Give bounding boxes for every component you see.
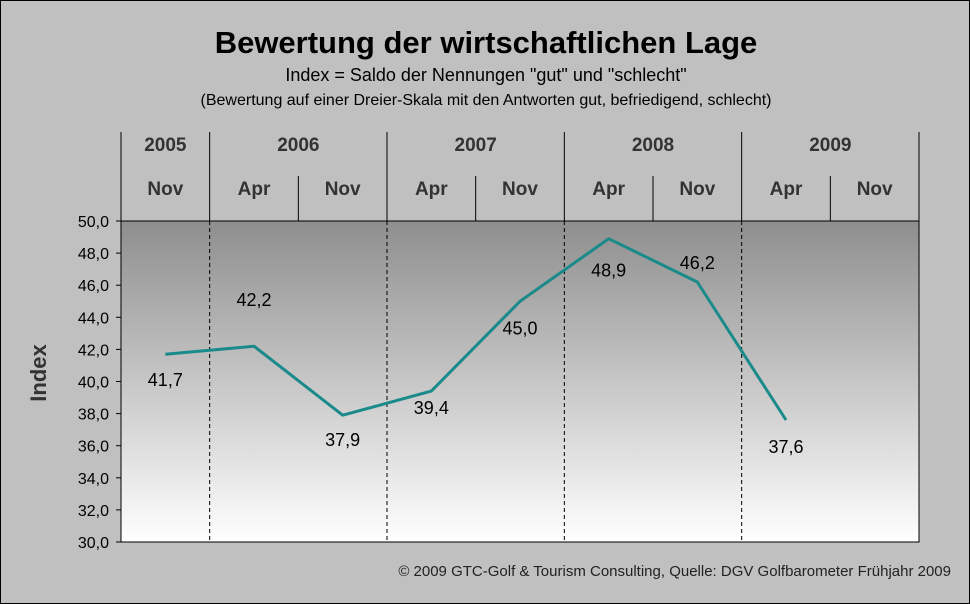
data-label: 39,4 bbox=[414, 398, 449, 418]
y-tick-label: 40,0 bbox=[78, 375, 109, 392]
chart-subtitle-note: (Bewertung auf einer Dreier-Skala mit de… bbox=[200, 92, 772, 109]
month-label: Apr bbox=[592, 179, 625, 200]
y-tick-label: 38,0 bbox=[78, 407, 109, 424]
month-label: Nov bbox=[325, 179, 361, 200]
data-label: 42,2 bbox=[236, 290, 271, 310]
y-tick-label: 32,0 bbox=[78, 503, 109, 520]
year-label: 2007 bbox=[455, 135, 497, 156]
plot-area bbox=[120, 220, 920, 543]
month-label: Apr bbox=[238, 179, 271, 200]
y-tick-label: 36,0 bbox=[78, 439, 109, 456]
month-label: Nov bbox=[679, 179, 715, 200]
series-line-index bbox=[165, 237, 788, 421]
month-label: Nov bbox=[857, 179, 893, 200]
y-tick-label: 30,0 bbox=[78, 535, 109, 552]
data-label: 45,0 bbox=[502, 318, 537, 338]
month-label: Apr bbox=[415, 179, 448, 200]
year-label: 2006 bbox=[277, 135, 319, 156]
year-separators bbox=[209, 221, 743, 542]
y-axis-label: Index bbox=[26, 344, 51, 402]
data-labels: 41,7 42,2 37,9 39,4 45,0 48,9 46,2 37,6 bbox=[148, 253, 804, 457]
y-tick-label: 46,0 bbox=[78, 278, 109, 295]
year-label: 2009 bbox=[809, 135, 851, 156]
data-label: 46,2 bbox=[680, 253, 715, 273]
month-label: Nov bbox=[502, 179, 538, 200]
y-axis: 30,0 32,0 34,0 36,0 38,0 40,0 42,0 44,0 46,0 48,0… bbox=[78, 214, 121, 552]
month-label: Nov bbox=[147, 179, 183, 200]
y-tick-label: 44,0 bbox=[78, 310, 109, 327]
year-label: 2008 bbox=[632, 135, 674, 156]
period-header: 2005 2006 2007 2008 2009 Nov Apr Nov Apr Nov Apr No… bbox=[120, 132, 920, 221]
y-tick-label: 42,0 bbox=[78, 342, 109, 359]
year-label: 2005 bbox=[144, 135, 187, 156]
y-tick-label: 34,0 bbox=[78, 471, 109, 488]
month-label: Apr bbox=[770, 179, 803, 200]
data-label: 37,9 bbox=[325, 430, 360, 450]
data-label: 48,9 bbox=[591, 261, 626, 281]
y-tick-label: 48,0 bbox=[78, 246, 109, 263]
data-label: 37,6 bbox=[768, 437, 803, 457]
chart-subtitle: Index = Saldo der Nennungen "gut" und "s… bbox=[285, 65, 687, 85]
chart-title: Bewertung der wirtschaftlichen Lage bbox=[214, 25, 758, 60]
source-footer: © 2009 GTC-Golf & Tourism Consulting, Qu… bbox=[398, 563, 951, 580]
data-label: 41,7 bbox=[148, 370, 183, 390]
y-tick-label: 50,0 bbox=[78, 214, 109, 231]
